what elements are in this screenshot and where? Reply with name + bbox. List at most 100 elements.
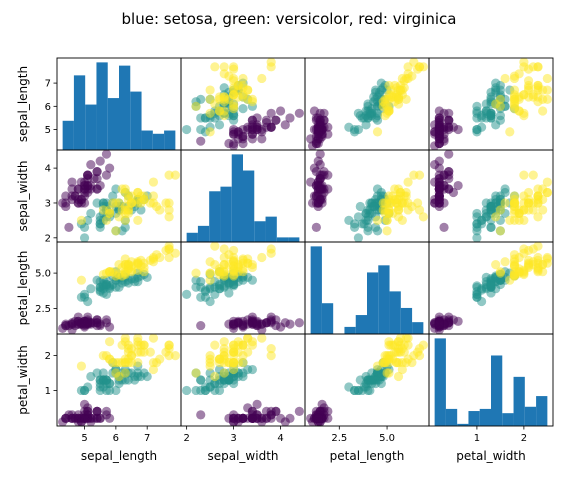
- data-point: [229, 267, 239, 277]
- data-point: [126, 351, 137, 361]
- data-point: [514, 69, 524, 79]
- data-point: [205, 94, 215, 104]
- histogram-bar: [457, 423, 469, 426]
- data-point: [210, 371, 220, 382]
- y-tick-label: 6: [45, 102, 51, 113]
- data-point: [491, 260, 501, 270]
- data-point: [434, 117, 444, 128]
- panel-sepal_width-vs-sepal_width: [180, 149, 306, 243]
- data-point: [390, 97, 400, 107]
- data-point: [219, 244, 229, 254]
- histogram-bar: [524, 406, 537, 426]
- panel-petal_width-vs-sepal_length: 1 2 petal_width 5 6 7 sepal_length: [16, 333, 182, 463]
- histogram-bar: [73, 75, 86, 150]
- data-point: [434, 134, 444, 144]
- panel-petal_length-vs-petal_length: [304, 241, 430, 335]
- data-point: [148, 191, 159, 201]
- data-point: [409, 170, 419, 180]
- data-point: [418, 340, 428, 350]
- data-point: [148, 333, 159, 343]
- data-point: [434, 124, 444, 135]
- data-point: [191, 101, 201, 111]
- data-point: [214, 354, 225, 364]
- histogram-bar: [209, 191, 221, 242]
- data-point: [523, 80, 534, 91]
- x-tick-label: 2: [183, 433, 189, 444]
- histogram-bar: [276, 237, 289, 242]
- data-point: [313, 156, 323, 166]
- data-point: [79, 319, 90, 329]
- data-point: [229, 319, 239, 329]
- data-point: [294, 108, 304, 118]
- x-tick-label: 6: [113, 433, 119, 444]
- histogram-bar: [85, 104, 97, 150]
- data-point: [83, 406, 93, 416]
- data-point: [64, 222, 74, 232]
- data-point: [313, 413, 323, 423]
- data-point: [395, 333, 406, 343]
- data-point: [95, 180, 105, 191]
- data-point: [376, 85, 386, 95]
- data-point: [101, 170, 112, 180]
- data-point: [92, 368, 102, 378]
- data-point: [196, 136, 206, 146]
- data-point: [434, 156, 444, 166]
- data-point: [495, 226, 505, 236]
- data-point: [486, 281, 496, 291]
- data-point: [323, 406, 333, 416]
- data-point: [317, 399, 327, 409]
- data-point: [120, 205, 130, 215]
- histogram-bar: [513, 376, 525, 426]
- panel-petal_length-vs-sepal_length: 2.5 5.0 petal_length: [16, 241, 182, 335]
- data-point: [365, 375, 375, 385]
- data-point: [133, 258, 143, 268]
- data-point: [266, 344, 276, 354]
- panel-frame: [428, 333, 554, 427]
- x-axis-label-petal_width: petal_width: [456, 449, 525, 463]
- data-point: [313, 198, 323, 208]
- y-tick-label: 1: [45, 386, 51, 397]
- histogram-bar: [479, 408, 491, 426]
- data-point: [533, 255, 543, 265]
- data-point: [79, 187, 90, 198]
- histogram-bar: [152, 133, 165, 150]
- data-point: [294, 406, 304, 416]
- data-point: [219, 368, 229, 378]
- data-point: [382, 215, 392, 225]
- data-point: [542, 85, 552, 95]
- data-point: [196, 410, 206, 420]
- data-point: [384, 198, 394, 208]
- data-point: [486, 222, 496, 232]
- data-point: [266, 57, 276, 67]
- data-point: [117, 262, 127, 273]
- panel-sepal_length-vs-petal_width: [428, 57, 554, 151]
- data-point: [101, 215, 112, 225]
- data-point: [403, 62, 413, 72]
- histogram-bar: [355, 315, 367, 334]
- data-point: [205, 296, 215, 307]
- x-tick-label: 2.5: [331, 433, 347, 444]
- data-point: [243, 333, 253, 343]
- data-point: [95, 156, 105, 166]
- data-point: [453, 316, 463, 326]
- data-point: [519, 265, 529, 275]
- histogram-bar: [197, 225, 210, 242]
- data-point: [108, 198, 118, 208]
- data-point: [86, 160, 96, 170]
- x-tick-label: 2: [521, 433, 527, 444]
- data-point: [210, 260, 220, 270]
- data-point: [313, 124, 323, 135]
- data-point: [182, 385, 192, 396]
- panel-sepal_width-vs-sepal_length: 2 3 4 sepal_width: [16, 149, 182, 244]
- data-point: [365, 205, 375, 215]
- histogram-bar: [220, 186, 232, 242]
- data-point: [126, 198, 137, 208]
- y-axis-label-sepal_width: sepal_width: [16, 160, 30, 231]
- data-point: [533, 97, 543, 107]
- data-point: [257, 134, 267, 144]
- data-point: [542, 73, 552, 84]
- data-point: [67, 413, 77, 423]
- data-point: [243, 85, 253, 95]
- data-point: [533, 62, 543, 72]
